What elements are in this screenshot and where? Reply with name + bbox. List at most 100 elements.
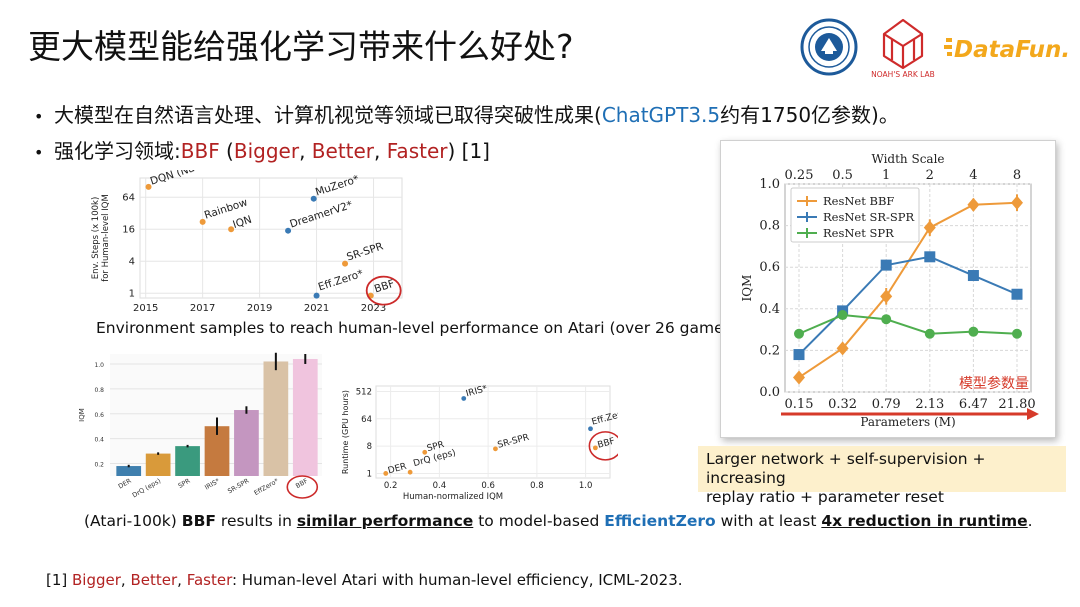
data-point-resnet-bbf: [880, 289, 893, 304]
data-label: SPR: [426, 440, 445, 454]
footnote-rest: : Human-level Atari with human-level eff…: [231, 571, 683, 589]
x-tick-label: 21.80: [998, 397, 1035, 412]
note-line-1: Larger network + self-supervision + incr…: [706, 450, 986, 487]
atari-caption-4x: 4x reduction in runtime: [821, 512, 1028, 530]
y-axis-label: IQM: [740, 275, 754, 302]
y-tick-label: 4: [129, 257, 135, 268]
parameter-annotation: 模型参数量: [959, 375, 1029, 392]
data-point-eff-zero-: [313, 292, 320, 299]
plot-area: [139, 177, 403, 299]
highlight-circle: [365, 275, 402, 306]
x-tick-label: EffZero*: [253, 476, 281, 497]
runtime-vs-iqm-scatter-chart: 0.2 0.4 0.6 0.8 1.0 1 8 64 512 Human-normalized I…: [341, 384, 618, 502]
bullet-2-bbf: BBF: [180, 139, 220, 163]
data-point-bbf: [592, 445, 598, 451]
top-x-tick-label: 0.5: [832, 168, 853, 183]
data-point-resnet-sr-spr: [880, 259, 892, 271]
bullet-1-prefix: 大模型在自然语言处理、计算机视觉等领域已取得突破性成果(: [54, 103, 602, 127]
bullet-2-open: (: [219, 139, 234, 163]
x-tick-label: 2017: [190, 303, 215, 314]
x-tick-label: 0.8: [530, 481, 544, 491]
bullet-1-suffix: 约有1750亿参数)。: [720, 103, 899, 127]
bullet-2-close: ) [1]: [447, 139, 490, 163]
bullet-list: • 大模型在自然语言处理、计算机视觉等领域已取得突破性成果( ChatGPT3.…: [34, 98, 899, 170]
atari-caption: (Atari-100k) BBF results in similar perf…: [84, 512, 1033, 530]
y-tick-label: 1: [129, 289, 135, 300]
footnote-faster: Faster: [186, 571, 232, 589]
datafun-logo-text: DataFun.: [954, 37, 1070, 63]
slide-title: 更大模型能给强化学习带来什么好处?: [28, 27, 574, 66]
footnote-index: [1]: [46, 571, 73, 589]
data-point-resnet-bbf: [1011, 195, 1023, 210]
bullet-2-comma-1: ,: [299, 139, 312, 163]
data-point-resnet-sr-spr: [1011, 288, 1023, 300]
top-x-tick-label: 4: [969, 168, 977, 183]
series-line-resnet-bbf: [798, 201, 1018, 379]
data-point-resnet-spr: [924, 328, 935, 339]
x-tick-label: 0.4: [433, 481, 447, 491]
atari-caption-p2: results in: [215, 512, 297, 530]
bar-bbf: [292, 358, 318, 476]
bullet-2-prefix: 强化学习领域:: [54, 139, 181, 163]
data-point-resnet-bbf: [793, 370, 805, 385]
atari-caption-similar: similar performance: [296, 512, 474, 530]
data-point-resnet-bbf: [967, 197, 980, 212]
legend-label: ResNet BBF: [823, 194, 894, 208]
x-tick-label: DrQ (eps): [131, 477, 162, 500]
bullet-large-models: • 大模型在自然语言处理、计算机视觉等领域已取得突破性成果( ChatGPT3.…: [34, 98, 899, 134]
y-tick-label: 0.6: [94, 412, 104, 419]
atari-caption-p1: (Atari-100k): [84, 512, 182, 530]
bar-sr-spr: [234, 410, 259, 476]
chart-legend: ResNet BBF ResNet SR-SPR ResNet SPR: [790, 187, 920, 243]
y-tick-label: 64: [122, 193, 135, 204]
data-point-dreamerv2-: [285, 227, 292, 234]
y-tick-label: 16: [122, 225, 135, 236]
y-tick-label: 512: [356, 387, 372, 397]
y-axis-label: IQM: [78, 408, 86, 422]
top-x-tick-label: 1: [882, 168, 890, 183]
atari-caption-p4: with at least: [715, 512, 822, 530]
y-tick-label: 0.2: [94, 462, 104, 469]
university-seal-logo: [800, 18, 858, 76]
top-x-tick-label: 2: [926, 168, 934, 183]
data-point-resnet-spr: [968, 326, 979, 337]
plot-area: [375, 385, 611, 479]
bar-der: [116, 466, 142, 476]
y-tick-label: 64: [361, 415, 372, 425]
x-tick-label: IRIS*: [203, 476, 221, 491]
atari-caption-p3: to model-based: [473, 512, 605, 530]
y-tick-label: 1.0: [759, 177, 780, 192]
data-point-dqn-nature-: [145, 183, 152, 190]
footnote-better: Better: [130, 571, 178, 589]
data-point-sr-spr: [342, 260, 349, 267]
y-tick-label: 0.2: [759, 343, 780, 358]
note-line-2: replay ratio + parameter reset: [706, 488, 944, 506]
data-label: DER: [387, 462, 408, 477]
bar-spr: [175, 446, 200, 476]
data-point-resnet-bbf: [836, 341, 849, 356]
x-tick-label: 0.32: [828, 397, 857, 412]
y-tick-label: 0.4: [94, 437, 104, 444]
atari-caption-efficientzero: EfficientZero: [604, 512, 716, 530]
bullet-2-faster: Faster: [386, 139, 448, 163]
x-tick-label: 0.15: [785, 397, 814, 412]
x-tick-label: BBF: [294, 477, 309, 490]
highlight-circle: [588, 431, 618, 461]
y-axis-label: Runtime (GPU hours): [341, 390, 350, 474]
y-tick-label: 1: [367, 469, 372, 479]
bullet-2-better: Better: [311, 139, 375, 163]
highlight-circle: [286, 475, 319, 499]
x-tick-label: 2015: [133, 303, 158, 314]
x-axis-label: Human-normalized IQM: [403, 492, 503, 502]
top-x-axis-label: Width Scale: [871, 152, 944, 166]
y-tick-label: 8: [367, 442, 372, 452]
footnote-comma-1: ,: [120, 571, 131, 589]
data-point-iris-: [461, 396, 467, 401]
legend-label: ResNet SPR: [823, 226, 894, 240]
x-tick-label: 0.6: [481, 481, 495, 491]
noahs-ark-label: NOAH'S ARK LAB: [871, 70, 935, 79]
x-tick-label: 2.13: [915, 397, 944, 412]
data-point-iqn: [228, 226, 235, 233]
x-tick-label: SR-SPR: [226, 477, 251, 496]
